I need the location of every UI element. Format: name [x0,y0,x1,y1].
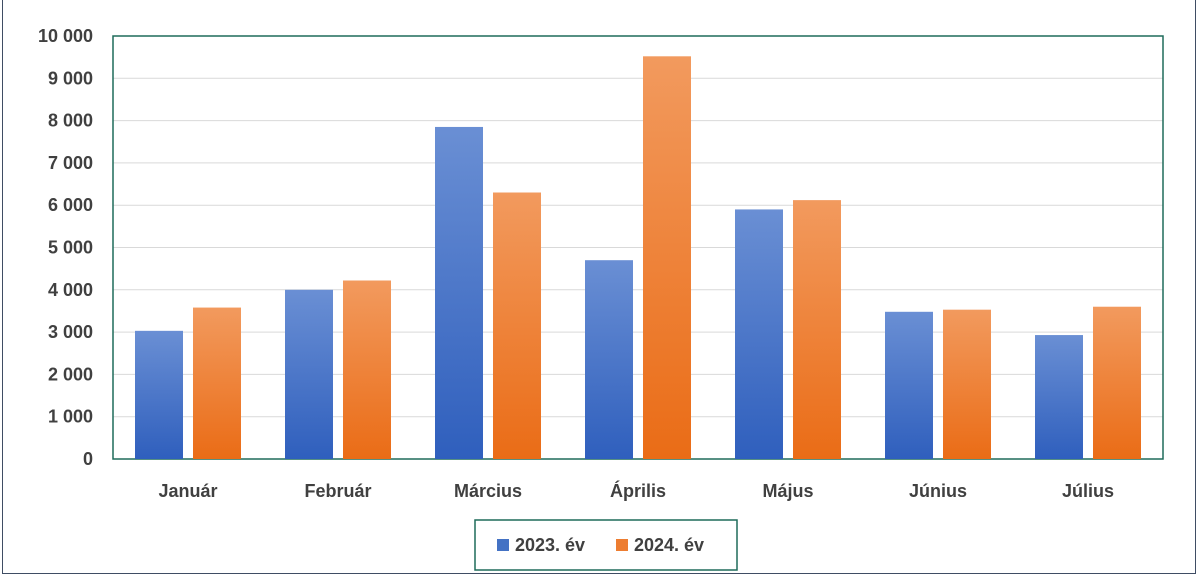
bars [135,56,1141,459]
bar-0-4 [735,209,783,459]
bar-0-1 [285,289,333,459]
legend: 2023. év 2024. év [474,519,738,571]
x-tick-label: Július [1062,481,1114,501]
x-tick-label: Január [158,481,217,501]
y-tick-label: 5 000 [48,238,93,258]
bar-1-6 [1093,306,1141,459]
y-tick-label: 2 000 [48,364,93,384]
bar-1-5 [943,309,991,459]
plot-area [112,35,1164,460]
legend-label: 2023. év [515,535,585,555]
bar-1-3 [643,56,691,459]
x-tick-label: Március [454,481,522,501]
y-axis: 0 1 000 2 000 3 000 4 000 5 000 6 000 7 000 8 00… [38,26,93,469]
x-tick-label: Április [610,480,666,501]
bar-0-2 [435,126,483,459]
y-tick-label: 7 000 [48,153,93,173]
bar-1-0 [193,307,241,459]
bar-1-1 [343,280,391,459]
y-tick-label: 8 000 [48,111,93,131]
y-tick-label: 9 000 [48,68,93,88]
bar-1-2 [493,192,541,459]
legend-label: 2024. év [634,535,704,555]
y-tick-label: 6 000 [48,195,93,215]
y-tick-label: 1 000 [48,407,93,427]
y-tick-label: 3 000 [48,322,93,342]
legend-swatch [497,539,509,551]
x-tick-label: Február [304,481,371,501]
bar-1-4 [793,200,841,459]
bar-0-5 [885,311,933,459]
bar-0-0 [135,330,183,459]
y-tick-label: 4 000 [48,280,93,300]
x-tick-label: Június [909,481,967,501]
legend-box [474,519,738,571]
bar-0-6 [1035,335,1083,459]
y-tick-label: 0 [83,449,93,469]
y-tick-label: 10 000 [38,26,93,46]
x-tick-label: Május [762,481,813,501]
gridlines [113,77,1163,418]
x-axis: Január Február Március Április Május Június Jú… [158,480,1114,501]
bar-0-3 [585,260,633,459]
legend-swatch [616,539,628,551]
